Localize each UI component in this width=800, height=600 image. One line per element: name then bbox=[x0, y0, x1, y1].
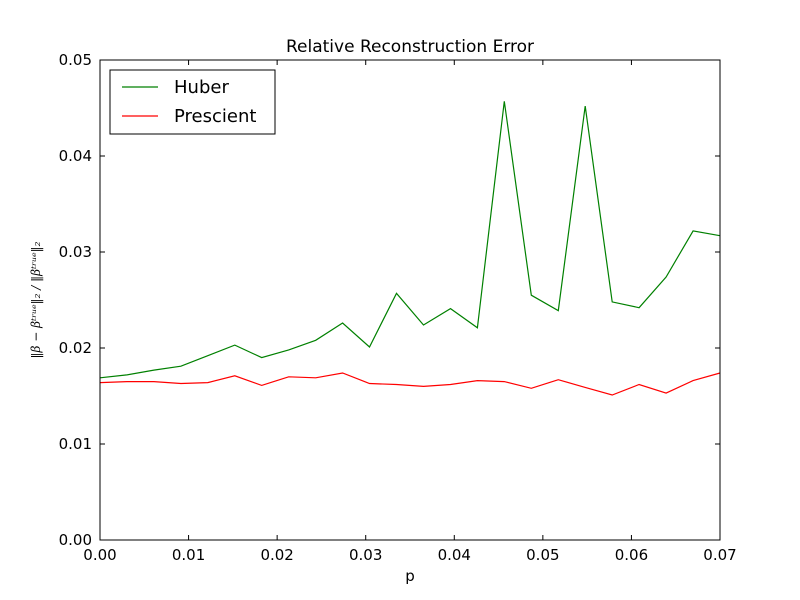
y-tick-label: 0.03 bbox=[59, 243, 92, 261]
y-tick-label: 0.05 bbox=[59, 51, 92, 69]
legend-box bbox=[109, 69, 276, 135]
y-tick-label: 0.04 bbox=[59, 147, 92, 165]
legend-label-prescient: Prescient bbox=[174, 106, 256, 127]
y-tick-label: 0.01 bbox=[59, 435, 92, 453]
x-tick-label: 0.05 bbox=[526, 546, 559, 564]
plot-frame bbox=[99, 59, 721, 541]
x-tick-label: 0.01 bbox=[172, 546, 205, 564]
y-tick-label: 0.02 bbox=[59, 339, 92, 357]
x-tick-label: 0.07 bbox=[703, 546, 736, 564]
x-axis-label: p bbox=[405, 567, 415, 585]
x-tick-label: 0.03 bbox=[349, 546, 382, 564]
y-tick-label: 0.00 bbox=[59, 531, 92, 549]
chart-title: Relative Reconstruction Error bbox=[286, 37, 534, 57]
legend-label-huber: Huber bbox=[174, 77, 229, 98]
x-tick-label: 0.02 bbox=[260, 546, 293, 564]
x-tick-label: 0.00 bbox=[83, 546, 116, 564]
x-tick-label: 0.06 bbox=[615, 546, 648, 564]
x-tick-label: 0.04 bbox=[438, 546, 471, 564]
series-line-huber bbox=[99, 101, 721, 379]
y-axis-label: ‖β − βᵗʳᵘᵉ‖₂ / ‖βᵗʳᵘᵉ‖₂ bbox=[29, 241, 43, 358]
series-line-prescient bbox=[99, 372, 721, 396]
